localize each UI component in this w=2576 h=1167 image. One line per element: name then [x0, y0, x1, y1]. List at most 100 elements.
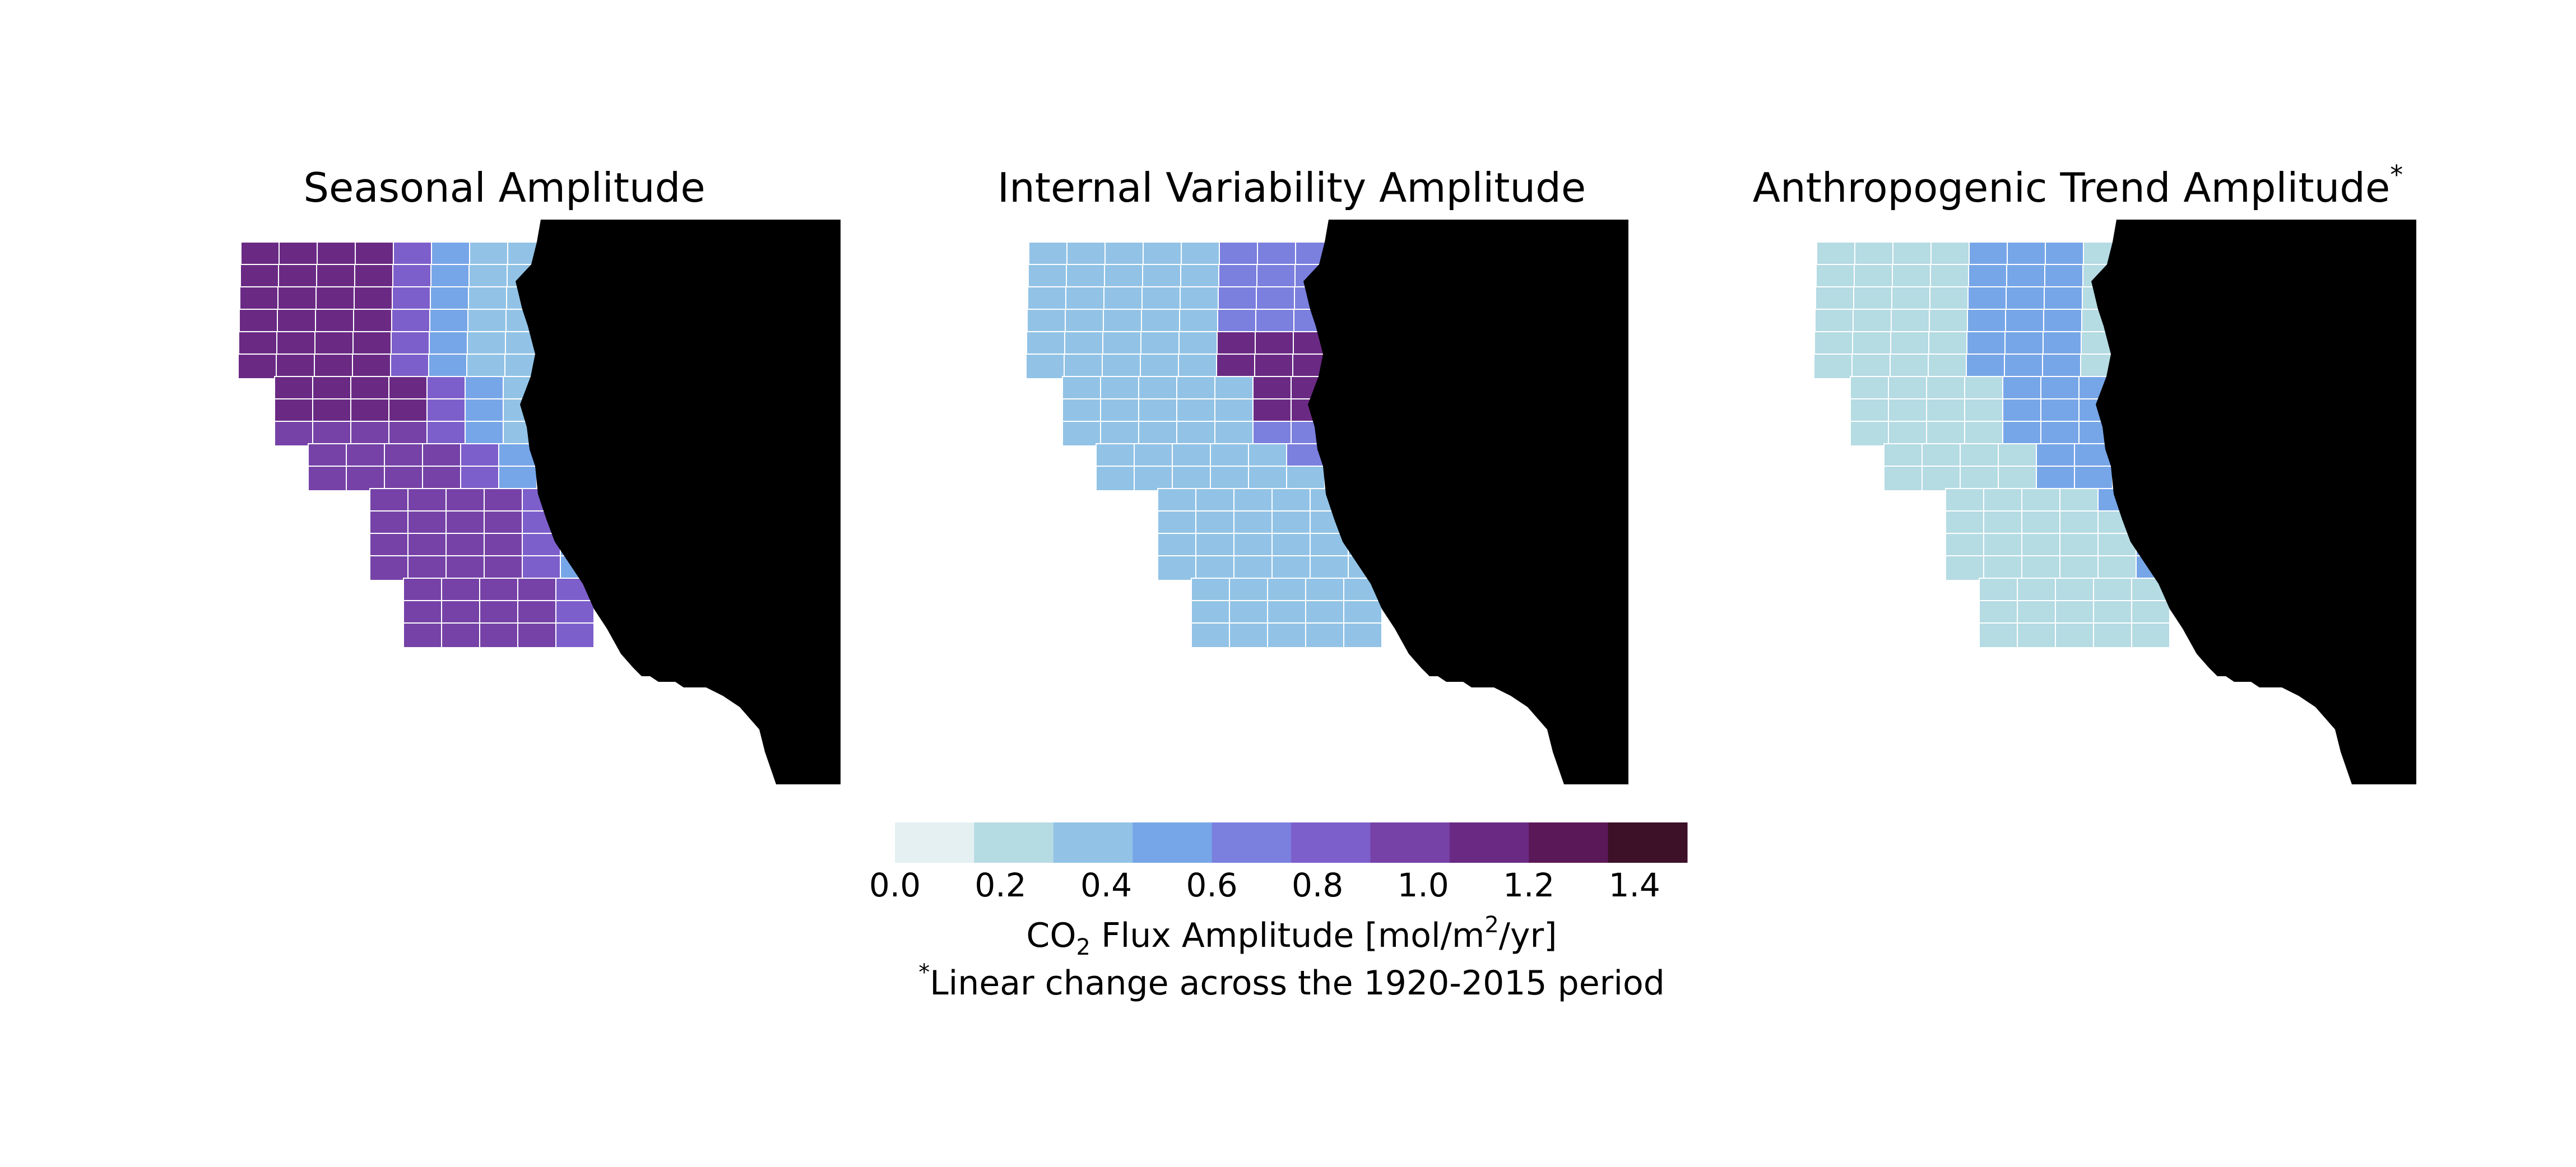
grid-cell [1888, 398, 1927, 424]
grid-cell [1968, 264, 2007, 290]
grid-cell [1983, 533, 2022, 559]
grid-cell [1217, 309, 1256, 334]
grid-cell [1178, 354, 1217, 379]
grid-cell [1305, 622, 1344, 648]
grid-cell [240, 241, 280, 267]
colorbar-tick-label: 0.6 [1186, 866, 1237, 904]
grid-cell [1928, 354, 1967, 379]
grid-cell [1028, 241, 1067, 267]
grid-cell [1964, 421, 2003, 447]
grid-cell [1064, 354, 1103, 379]
grid-cell [277, 309, 316, 334]
grid-cell [1926, 398, 1965, 424]
colorbar-bin [895, 822, 974, 863]
grid-cell [484, 555, 523, 581]
grid-cell [469, 241, 508, 267]
grid-cell [441, 578, 480, 603]
grid-cell [1065, 309, 1104, 334]
colorbar-tick-label: 1.0 [1398, 866, 1449, 904]
land-mask-seasonal [516, 220, 841, 784]
grid-cell [1100, 376, 1139, 402]
grid-cell [1096, 443, 1135, 469]
grid-cell [1256, 264, 1296, 290]
grid-cell [426, 376, 466, 402]
grid-cell [2043, 331, 2082, 357]
grid-cell [1219, 241, 1258, 267]
grid-cell [355, 241, 394, 267]
grid-cell [393, 241, 432, 267]
grid-cell [314, 331, 354, 357]
land-mask-anthropogenic [2091, 220, 2416, 784]
grid-cell [407, 533, 447, 559]
grid-cell [388, 398, 428, 424]
grid-cell [1966, 354, 2005, 379]
grid-cell [484, 488, 523, 514]
grid-cell [1210, 466, 1249, 491]
grid-cell [522, 555, 561, 581]
grid-cell [388, 376, 428, 402]
grid-cell [1062, 421, 1101, 447]
grid-cell [1028, 264, 1067, 290]
grid-cell [1233, 488, 1273, 514]
grid-cell [312, 421, 351, 447]
grid-cell [465, 398, 504, 424]
grid-cell [1066, 264, 1105, 290]
grid-cell [1062, 398, 1101, 424]
grid-cell [1143, 241, 1182, 267]
grid-cell [1191, 578, 1230, 603]
grid-cell [468, 286, 507, 312]
grid-cell [422, 466, 461, 491]
cells-anthropogenic [1813, 241, 2213, 648]
panel-title-anthropogenic: Anthropogenic Trend Amplitude* [1753, 160, 2403, 211]
grid-cell [1964, 398, 2003, 424]
grid-cell [422, 443, 461, 469]
panel-internal: Internal Variability Amplitude [997, 164, 1628, 784]
grid-cell [445, 510, 485, 536]
grid-cell [1271, 510, 1311, 536]
grid-cell [1255, 309, 1294, 334]
grid-cell [2131, 622, 2170, 648]
grid-cell [467, 331, 506, 357]
grid-cell [239, 309, 278, 334]
grid-cell [465, 376, 504, 402]
grid-cell [1257, 241, 1296, 267]
grid-cell [2006, 264, 2045, 290]
grid-cell [317, 241, 356, 267]
grid-cell [308, 466, 347, 491]
panel-seasonal: Seasonal Amplitude [238, 164, 841, 784]
grid-cell [1229, 600, 1268, 626]
grid-cell [314, 354, 353, 379]
grid-cell [1178, 331, 1218, 357]
grid-cell [1853, 286, 1892, 312]
grid-cell [1929, 286, 1969, 312]
grid-cell [1815, 286, 1854, 312]
grid-cell [1343, 622, 1382, 648]
grid-cell [555, 600, 595, 626]
grid-cell [2021, 533, 2060, 559]
grid-cell [1233, 510, 1273, 536]
colorbar-bin [1529, 822, 1609, 863]
grid-cell [1027, 309, 1066, 334]
grid-cell [1104, 264, 1143, 290]
grid-cell [1850, 376, 1889, 402]
grid-cell [1157, 533, 1196, 559]
colorbar-bin [1053, 822, 1133, 863]
grid-cell [1140, 331, 1180, 357]
colorbar-tick-label: 0.2 [974, 866, 1026, 904]
grid-cell [1305, 600, 1344, 626]
grid-cell [315, 309, 354, 334]
grid-cell [1343, 600, 1382, 626]
grid-cell [346, 443, 385, 469]
grid-cell [1195, 533, 1234, 559]
grid-cell [426, 421, 466, 447]
grid-cell [1195, 555, 1234, 581]
grid-cell [431, 241, 470, 267]
grid-cell [1854, 241, 1893, 267]
grid-cell [1271, 533, 1311, 559]
grid-cell [392, 264, 431, 290]
grid-cell [2059, 533, 2099, 559]
grid-cell [498, 466, 537, 491]
grid-cell [352, 354, 391, 379]
grid-cell [1195, 510, 1234, 536]
grid-cell [2093, 600, 2132, 626]
